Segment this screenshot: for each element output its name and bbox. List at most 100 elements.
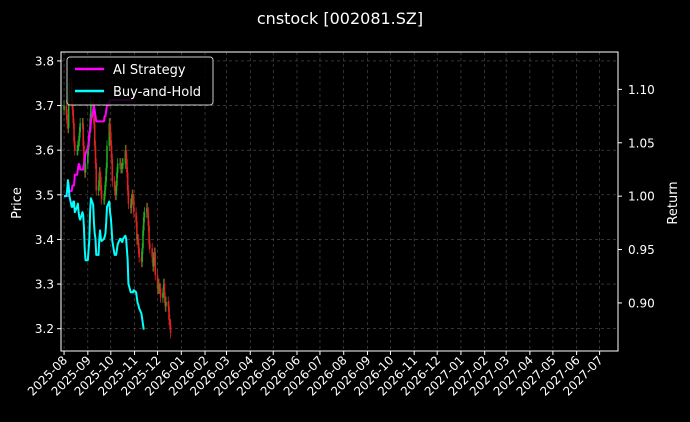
candle-body	[83, 145, 85, 164]
candle-body	[97, 185, 100, 191]
candle-body	[120, 168, 123, 170]
candle-body	[71, 101, 74, 111]
candle-body	[93, 123, 96, 146]
candle-body	[126, 159, 128, 173]
candle-body	[149, 243, 151, 249]
candle-body	[142, 230, 144, 249]
candle-body	[87, 150, 89, 164]
y-left-tick-label: 3.6	[35, 144, 54, 158]
y-right-tick-label: 1.10	[628, 83, 655, 97]
candle-body	[67, 96, 70, 128]
candle-body	[103, 190, 106, 200]
legend-label-ai: AI Strategy	[113, 63, 186, 78]
candle-body	[100, 176, 102, 191]
candle-body	[98, 172, 101, 186]
candle-body	[169, 324, 172, 334]
candle-body	[143, 212, 146, 218]
candle-body	[111, 159, 114, 182]
candle-body	[106, 145, 108, 169]
candle-body	[127, 190, 130, 204]
candle-body	[94, 145, 97, 164]
candle-body	[168, 306, 170, 320]
y-left-tick-label: 3.5	[35, 188, 54, 202]
candle-body	[78, 132, 81, 142]
candle-body	[142, 217, 145, 231]
y-right-tick-label: 1.00	[628, 190, 655, 204]
candle-body	[163, 284, 166, 298]
y-left-tick-label: 3.4	[35, 233, 54, 247]
candle-body	[63, 105, 65, 111]
candle-body	[158, 284, 160, 289]
buy-and-hold-line	[64, 179, 145, 330]
candle-body	[151, 248, 153, 258]
y-right-tick-label: 1.05	[628, 136, 655, 150]
y-left-tick-label: 3.2	[35, 322, 54, 336]
candle-body	[159, 288, 162, 298]
candle-body	[165, 301, 167, 307]
candle-body	[109, 123, 111, 133]
candle-body	[65, 105, 68, 115]
candle-body	[105, 168, 108, 182]
y-left-tick-label: 3.8	[35, 54, 54, 68]
candle-body	[152, 257, 155, 267]
y-right-tick-label: 0.95	[628, 243, 655, 257]
candle-body	[110, 132, 112, 146]
candle-body	[95, 163, 98, 191]
candle-body	[66, 114, 68, 124]
candle-body	[132, 194, 134, 200]
plot-frame	[60, 51, 619, 352]
candle-body	[93, 110, 95, 124]
candle-body	[147, 212, 150, 227]
candle-body	[77, 141, 80, 146]
candle-body	[110, 145, 113, 160]
candle-body	[76, 150, 78, 152]
candle-body	[79, 123, 81, 133]
legend-label-bh: Buy-and-Hold	[113, 85, 201, 100]
y-left-tick-label: 3.3	[35, 278, 54, 292]
chart-title: cnstock [002081.SZ]	[257, 9, 423, 28]
candle-body	[148, 226, 150, 244]
candle-body	[122, 163, 124, 165]
y-left-tick-label: 3.7	[35, 99, 54, 113]
candle-body	[156, 275, 159, 289]
candle-body	[99, 172, 101, 177]
candle-body	[141, 248, 144, 262]
candle-body	[73, 141, 76, 151]
candle-body	[84, 163, 87, 173]
candle-body	[73, 123, 75, 142]
candle-body	[126, 172, 129, 191]
candle-body	[108, 123, 111, 146]
right-axis-ticks: 0.90 0.95 1.00 1.05 1.10	[618, 83, 655, 310]
candle-body	[136, 221, 138, 240]
candle-body	[138, 248, 140, 258]
candle-body	[115, 185, 117, 195]
candle-body	[100, 190, 103, 200]
candle-body	[135, 212, 137, 222]
candle-body	[77, 145, 79, 151]
candle-body	[132, 199, 135, 213]
candle-body	[113, 181, 116, 191]
right-axis-label: Return	[666, 181, 681, 224]
candle-body	[146, 208, 149, 213]
price-candles	[63, 77, 172, 339]
candle-body	[121, 163, 124, 169]
candle-body	[104, 181, 107, 191]
candle-body	[154, 252, 157, 276]
candle-body	[125, 150, 127, 160]
candle-body	[168, 319, 171, 325]
candle-body	[116, 172, 118, 186]
candle-body	[137, 239, 140, 249]
legend: AI Strategy Buy-and-Hold	[66, 56, 214, 106]
candle-body	[90, 101, 92, 119]
left-axis-label: Price	[10, 187, 25, 219]
candle-body	[167, 301, 170, 307]
candle-body	[162, 292, 164, 298]
candle-body	[130, 199, 133, 209]
y-right-tick-label: 0.90	[628, 296, 655, 310]
candle-body	[116, 163, 119, 173]
left-axis-ticks: 3.2 3.3 3.4 3.5 3.6 3.7 3.8	[35, 54, 61, 336]
candle-body	[72, 110, 75, 124]
candle-body	[82, 123, 85, 146]
candle-body	[103, 199, 105, 201]
